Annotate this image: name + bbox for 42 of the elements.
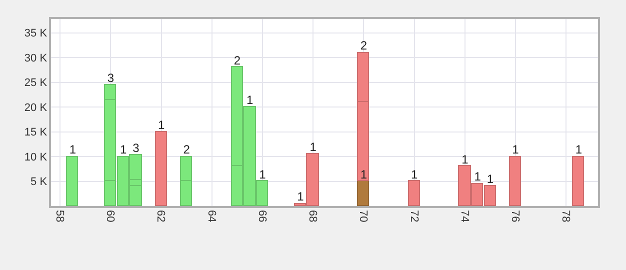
annotation: 1 xyxy=(462,152,469,166)
bar xyxy=(509,156,521,206)
annotation: 1 xyxy=(474,170,482,184)
annotation: 1 xyxy=(297,190,304,204)
x-tick-label: 76 xyxy=(508,210,521,222)
y-tick-label: 35 K xyxy=(24,28,48,40)
annotation: 1 xyxy=(69,142,76,157)
annotation: 3 xyxy=(132,141,140,156)
annotation: 1 xyxy=(158,118,165,132)
y-tick-label: 10 K xyxy=(24,151,48,164)
x-tick-label: 62 xyxy=(154,210,167,222)
bar xyxy=(357,180,369,206)
x-tick-label: 68 xyxy=(306,210,319,222)
annotation: 1 xyxy=(512,142,520,157)
y-tick-label: 30 K xyxy=(24,52,48,64)
annotation: 2 xyxy=(183,142,190,157)
bar xyxy=(155,131,167,206)
annotation: 1 xyxy=(246,93,254,108)
annotation: 2 xyxy=(234,53,241,68)
y-tick-label: 20 K xyxy=(24,102,48,114)
y-tick-label: 5 K xyxy=(30,176,48,188)
annotation: 1 xyxy=(575,142,582,157)
x-tick-label: 58 xyxy=(54,210,66,222)
annotation: 1 xyxy=(310,140,317,154)
bar xyxy=(408,180,420,206)
annotation: 2 xyxy=(360,38,368,53)
x-tick-label: 60 xyxy=(104,210,116,222)
annotation: 1 xyxy=(486,172,494,186)
bar xyxy=(572,156,584,206)
x-tick-label: 72 xyxy=(408,210,420,222)
annotation: 1 xyxy=(360,167,368,182)
annotation: 1 xyxy=(410,167,418,182)
x-tick-label: 78 xyxy=(560,210,572,222)
annotation: 1 xyxy=(259,167,266,182)
annotation: 1 xyxy=(120,142,128,157)
x-tick-label: 64 xyxy=(205,210,218,222)
x-tick-label: 70 xyxy=(357,210,370,222)
y-tick-label: 15 K xyxy=(24,126,48,139)
x-tick-label: 74 xyxy=(458,210,470,222)
annotation: 3 xyxy=(107,70,114,85)
x-tick-label: 66 xyxy=(256,210,268,222)
y-tick-label: 25 K xyxy=(24,77,48,90)
